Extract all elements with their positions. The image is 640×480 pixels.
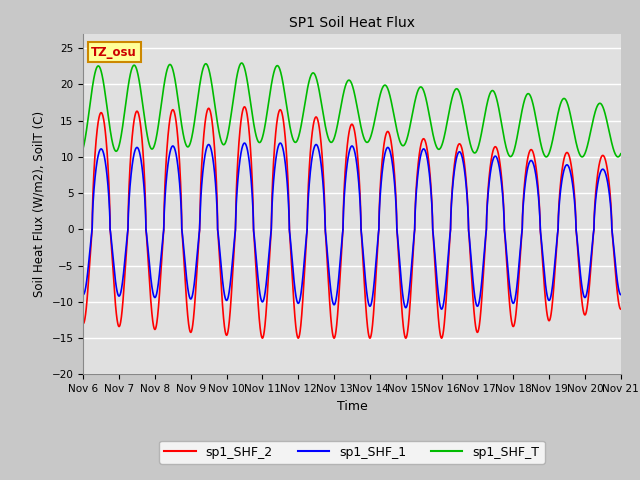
Text: TZ_osu: TZ_osu [92,46,137,59]
Y-axis label: Soil Heat Flux (W/m2), SoilT (C): Soil Heat Flux (W/m2), SoilT (C) [33,111,46,297]
sp1_SHF_1 [309,150,317,156]
Line: sp1_SHF_T: sp1_SHF_T [83,63,621,157]
sp1_SHF_T [141,115,148,120]
sp1_SHF_T [548,138,556,144]
sp1_SHF_T [617,151,625,156]
sp1_SHF_2 [241,104,248,110]
sp1_SHF_1 [438,306,445,312]
X-axis label: Time: Time [337,400,367,413]
sp1_SHF_1 [607,203,614,208]
sp1_SHF_T [79,145,87,151]
sp1_SHF_1 [617,292,625,298]
sp1_SHF_2 [607,197,614,203]
sp1_SHF_1 [141,191,148,197]
sp1_SHF_1 [79,292,87,298]
sp1_SHF_T [614,154,622,160]
sp1_SHF_2 [173,121,180,127]
sp1_SHF_T [238,60,246,66]
Line: sp1_SHF_2: sp1_SHF_2 [83,107,621,338]
sp1_SHF_2 [141,176,148,181]
sp1_SHF_T [309,70,317,76]
Title: SP1 Soil Heat Flux: SP1 Soil Heat Flux [289,16,415,30]
sp1_SHF_2 [309,124,317,130]
sp1_SHF_1 [241,140,248,146]
sp1_SHF_T [607,134,614,140]
Legend: sp1_SHF_2, sp1_SHF_1, sp1_SHF_T: sp1_SHF_2, sp1_SHF_1, sp1_SHF_T [159,441,545,464]
sp1_SHF_2 [549,297,557,303]
sp1_SHF_T [173,85,180,91]
sp1_SHF_1 [173,153,180,159]
sp1_SHF_1 [549,282,557,288]
sp1_SHF_1 [285,228,293,234]
sp1_SHF_2 [259,335,266,341]
sp1_SHF_T [285,121,293,127]
sp1_SHF_2 [286,231,294,237]
Line: sp1_SHF_1: sp1_SHF_1 [83,143,621,309]
sp1_SHF_2 [79,321,87,326]
sp1_SHF_2 [617,306,625,312]
